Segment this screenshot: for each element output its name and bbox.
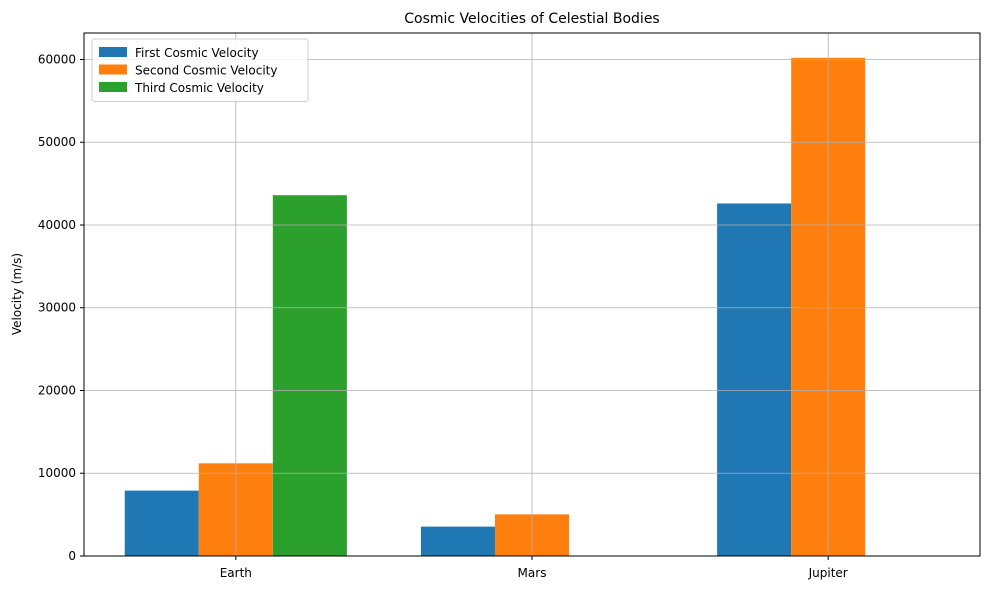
y-tick-label: 40000	[38, 218, 76, 232]
legend-swatch-1	[99, 47, 127, 57]
x-tick-label-earth: Earth	[220, 566, 252, 580]
legend-label-1: First Cosmic Velocity	[135, 46, 259, 60]
bar-mars-series-1	[420, 526, 495, 556]
y-tick-label: 60000	[38, 52, 76, 66]
y-axis-label: Velocity (m/s)	[10, 253, 24, 335]
x-tick-label-mars: Mars	[518, 566, 547, 580]
y-tick-label: 30000	[38, 301, 76, 315]
y-tick-label: 10000	[38, 466, 76, 480]
legend-box	[91, 38, 309, 102]
y-tick-label: 20000	[38, 383, 76, 397]
legend-swatch-3	[99, 82, 127, 92]
ticks: 0 10000 20000 30000 40000 50000 60000 Earth Mars…	[38, 52, 848, 580]
legend-label-3: Third Cosmic Velocity	[134, 81, 264, 95]
bar-jupiter-series-1	[717, 203, 792, 557]
y-tick-label: 50000	[38, 135, 76, 149]
chart-title: Cosmic Velocities of Celestial Bodies	[404, 11, 659, 27]
legend-swatch-2	[99, 64, 127, 75]
legend: First Cosmic Velocity Second Cosmic Veloc…	[91, 38, 309, 102]
bar-earth-series-1	[124, 490, 199, 556]
bar-earth-series-3	[272, 195, 347, 556]
x-tick-label-jupiter: Jupiter	[808, 566, 848, 580]
legend-label-2: Second Cosmic Velocity	[135, 64, 277, 78]
y-tick-label: 0	[68, 549, 76, 563]
